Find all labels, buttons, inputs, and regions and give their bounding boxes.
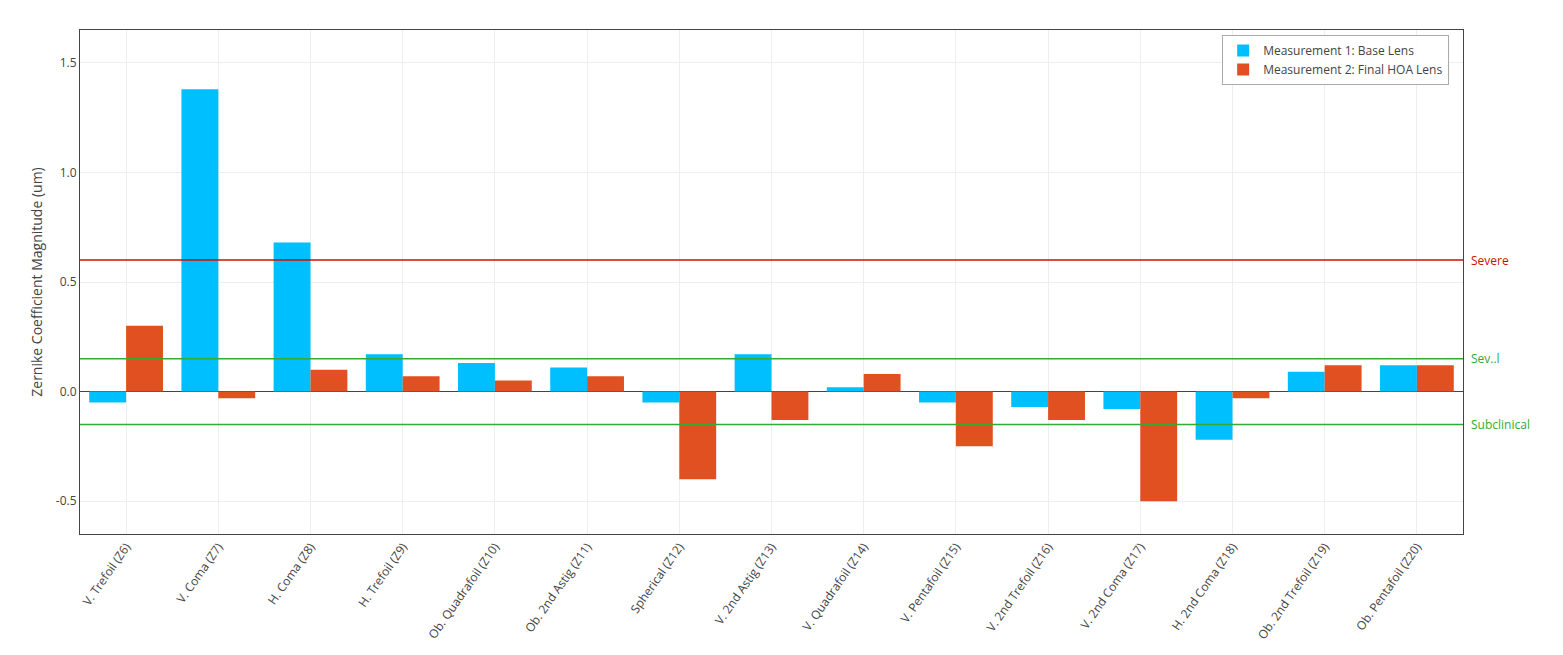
svg-text:Ob. 2nd Astig (Z11): Ob. 2nd Astig (Z11) xyxy=(521,539,596,636)
svg-text:H. Coma (Z8): H. Coma (Z8) xyxy=(264,539,319,608)
svg-text:Sev..l: Sev..l xyxy=(1471,350,1500,367)
svg-text:0.0: 0.0 xyxy=(60,383,77,400)
svg-text:Spherical (Z12): Spherical (Z12) xyxy=(626,539,687,616)
svg-text:Subclinical: Subclinical xyxy=(1471,416,1530,433)
svg-text:V. Trefoil (Z6): V. Trefoil (Z6) xyxy=(79,539,135,609)
svg-text:Severe: Severe xyxy=(1471,252,1509,269)
svg-text:Ob. Pentafoil (Z20): Ob. Pentafoil (Z20) xyxy=(1352,539,1425,634)
svg-text:H. 2nd Coma (Z18): H. 2nd Coma (Z18) xyxy=(1168,539,1241,634)
svg-text:V. 2nd Coma (Z17): V. 2nd Coma (Z17) xyxy=(1076,539,1148,632)
svg-text:H. Trefoil (Z9): H. Trefoil (Z9) xyxy=(354,539,411,610)
svg-text:Zernike Coefficient Magnitude: Zernike Coefficient Magnitude (um) xyxy=(27,167,46,396)
svg-text:V. Coma (Z7): V. Coma (Z7) xyxy=(172,539,226,606)
svg-text:Measurement 1: Base Lens: Measurement 1: Base Lens xyxy=(1263,42,1414,59)
svg-text:-0.5: -0.5 xyxy=(56,492,77,509)
svg-text:V. 2nd Astig (Z13): V. 2nd Astig (Z13) xyxy=(711,539,780,628)
svg-text:Measurement 2: Final HOA Lens: Measurement 2: Final HOA Lens xyxy=(1263,61,1442,78)
svg-text:1.0: 1.0 xyxy=(60,164,77,181)
svg-text:V. Quadrafoil (Z14): V. Quadrafoil (Z14) xyxy=(798,539,872,634)
svg-text:V. Pentafoil (Z15): V. Pentafoil (Z15) xyxy=(896,539,964,626)
svg-text:V. 2nd Trefoil (Z16): V. 2nd Trefoil (Z16) xyxy=(982,539,1056,635)
svg-text:Ob. Quadrafoil (Z10): Ob. Quadrafoil (Z10) xyxy=(424,539,503,642)
svg-text:Ob. 2nd Trefoil (Z19): Ob. 2nd Trefoil (Z19) xyxy=(1254,539,1334,642)
svg-text:0.5: 0.5 xyxy=(60,273,77,290)
svg-text:1.5: 1.5 xyxy=(60,54,77,71)
